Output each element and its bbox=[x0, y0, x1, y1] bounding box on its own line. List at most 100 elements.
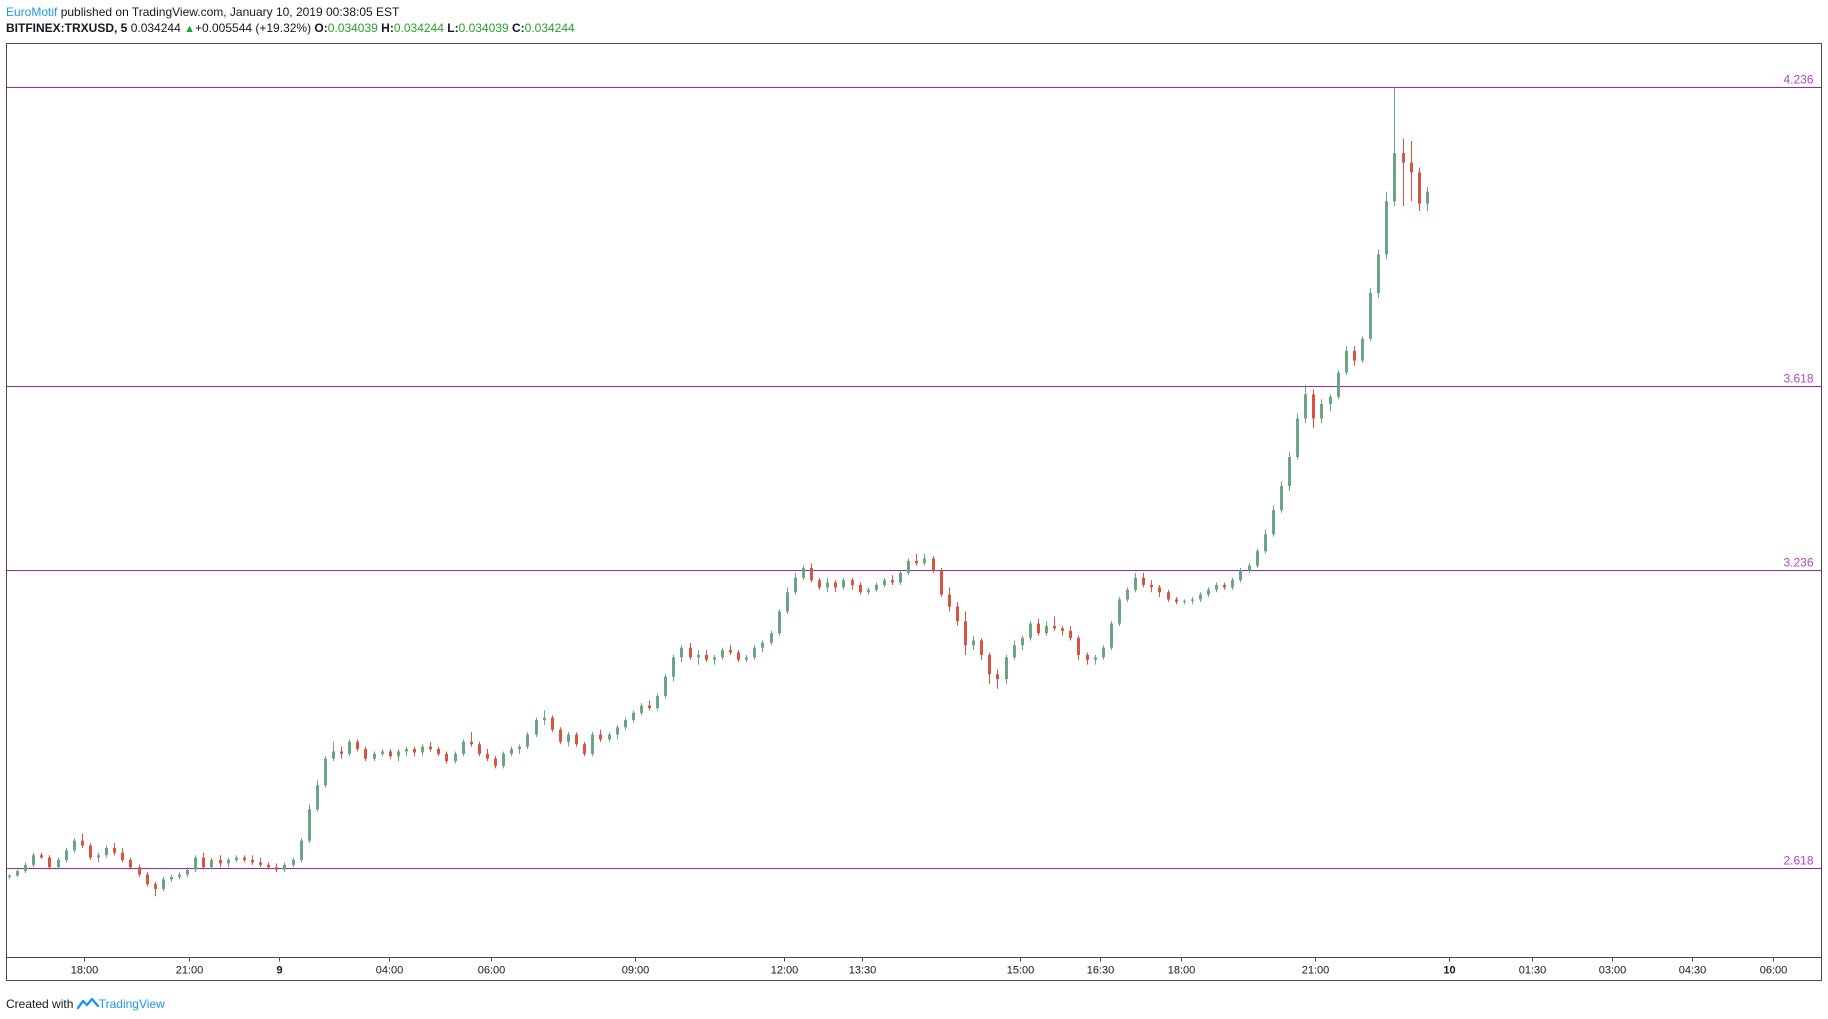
candle-body bbox=[932, 558, 935, 571]
candle bbox=[915, 553, 918, 566]
candle-body bbox=[340, 751, 343, 754]
candle-body bbox=[543, 717, 546, 721]
candle bbox=[1329, 394, 1332, 412]
tradingview-brand[interactable]: TradingView bbox=[98, 997, 165, 1011]
candle-body bbox=[1329, 396, 1332, 404]
candle-body bbox=[737, 652, 740, 660]
candle bbox=[907, 558, 910, 576]
candle bbox=[73, 838, 76, 853]
candle bbox=[1053, 616, 1056, 631]
candle bbox=[429, 741, 432, 752]
candle bbox=[405, 746, 408, 757]
candle bbox=[462, 739, 465, 757]
candle bbox=[1013, 640, 1016, 660]
candle bbox=[1280, 481, 1283, 513]
candle bbox=[340, 746, 343, 759]
candle bbox=[510, 746, 513, 757]
candle-body bbox=[1272, 510, 1275, 535]
candle-body bbox=[599, 734, 602, 740]
candle bbox=[1086, 652, 1089, 665]
candle-body bbox=[591, 734, 594, 754]
candle-body bbox=[551, 717, 554, 730]
candle-body bbox=[1077, 638, 1080, 655]
candle-body bbox=[1418, 172, 1421, 204]
candle-body bbox=[478, 744, 481, 754]
candle-body bbox=[1264, 534, 1267, 552]
candle-body bbox=[923, 558, 926, 564]
candle-body bbox=[1231, 580, 1234, 588]
candle bbox=[494, 756, 497, 769]
candle bbox=[1142, 572, 1145, 588]
candle bbox=[778, 609, 781, 636]
candle-body bbox=[162, 879, 165, 889]
candle bbox=[1037, 618, 1040, 636]
candle bbox=[891, 575, 894, 585]
candle-body bbox=[535, 720, 538, 735]
close-label: C: bbox=[511, 21, 525, 35]
candle-body bbox=[40, 855, 43, 858]
candle bbox=[1264, 529, 1267, 554]
candle bbox=[883, 577, 886, 588]
candle bbox=[1167, 589, 1170, 602]
candle-body bbox=[267, 864, 270, 868]
candle bbox=[154, 881, 157, 897]
candle-body bbox=[389, 751, 392, 757]
candle-body bbox=[437, 749, 440, 754]
candle-body bbox=[680, 647, 683, 658]
candle-body bbox=[1402, 153, 1405, 163]
candle-body bbox=[275, 867, 278, 870]
candle bbox=[842, 577, 845, 590]
candle-body bbox=[640, 705, 643, 713]
low-value: 0.034039 bbox=[458, 21, 509, 35]
candle bbox=[745, 654, 748, 663]
candle-body bbox=[1037, 623, 1040, 634]
price-change: +0.005544 (+19.32%) bbox=[194, 21, 312, 35]
candle-body bbox=[356, 741, 359, 750]
candle bbox=[664, 674, 667, 699]
candle-body bbox=[48, 857, 51, 868]
candle bbox=[486, 749, 489, 762]
close-value: 0.034244 bbox=[524, 21, 575, 35]
candle bbox=[1231, 577, 1234, 590]
candle-body bbox=[786, 592, 789, 612]
fib-levels: 4.236 3.618 3.236 2.618 bbox=[6, 73, 1822, 869]
candle bbox=[834, 580, 837, 593]
candle-body bbox=[972, 640, 975, 646]
candle-body bbox=[689, 647, 692, 658]
fib-level-label-2: 3.236 bbox=[1783, 556, 1813, 570]
x-tick-label: 06:00 bbox=[1760, 965, 1788, 977]
x-tick-label: 06:00 bbox=[478, 965, 506, 977]
author-link[interactable]: EuroMotif bbox=[6, 5, 58, 19]
candle bbox=[129, 857, 132, 870]
candle-body bbox=[753, 647, 756, 658]
candle bbox=[575, 732, 578, 747]
candle bbox=[1385, 191, 1388, 260]
x-tick-label: 16:30 bbox=[1087, 965, 1115, 977]
candle-body bbox=[364, 749, 367, 759]
candle-body bbox=[1361, 338, 1364, 361]
candle-body bbox=[956, 606, 959, 622]
candle bbox=[1158, 584, 1161, 598]
created-with-text: Created with bbox=[6, 997, 74, 1011]
candle-body bbox=[1353, 350, 1356, 361]
candle bbox=[24, 862, 27, 874]
candle-body bbox=[227, 860, 230, 864]
candle bbox=[300, 838, 303, 863]
x-axis: 18:00 21:00 9 04:00 06:00 09:00 12:00 13:30 15:0… bbox=[6, 957, 1822, 977]
candle bbox=[705, 650, 708, 663]
candle-body bbox=[818, 580, 821, 588]
candle bbox=[1077, 635, 1080, 660]
open-label: O: bbox=[314, 21, 328, 35]
candle bbox=[373, 751, 376, 762]
candle-body bbox=[24, 864, 27, 872]
candle bbox=[316, 780, 319, 812]
candle bbox=[810, 563, 813, 583]
candle bbox=[186, 867, 189, 877]
candle-body bbox=[729, 650, 732, 653]
candle-body bbox=[1377, 254, 1380, 293]
candle-body bbox=[32, 855, 35, 865]
candle bbox=[1021, 635, 1024, 651]
candle-body bbox=[583, 744, 586, 754]
candle bbox=[648, 700, 651, 711]
